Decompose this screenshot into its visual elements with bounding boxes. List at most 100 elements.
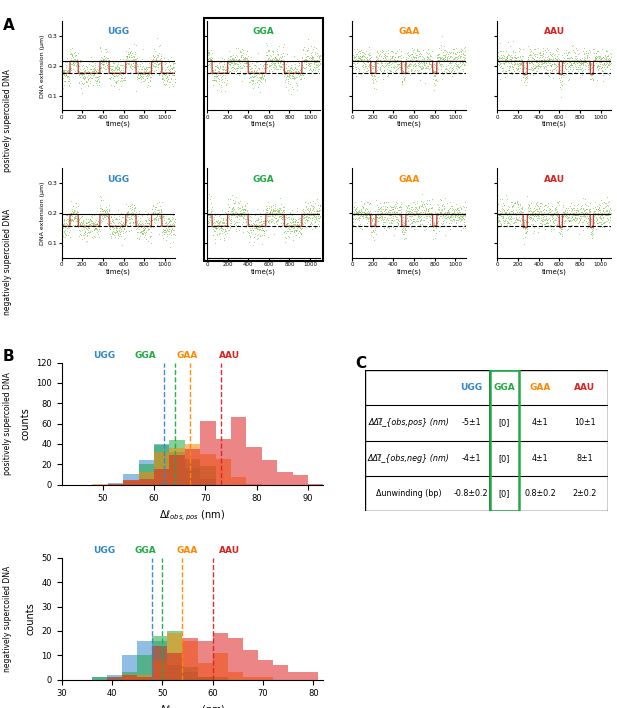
Point bbox=[164, 214, 174, 225]
Point bbox=[209, 214, 218, 225]
Point bbox=[511, 217, 521, 228]
Point bbox=[421, 223, 431, 234]
Point bbox=[360, 55, 370, 67]
Point bbox=[111, 214, 121, 225]
Point bbox=[597, 64, 607, 76]
Point bbox=[166, 220, 176, 232]
Point bbox=[97, 212, 107, 223]
Point bbox=[305, 202, 315, 214]
Point bbox=[594, 198, 603, 210]
Point bbox=[384, 223, 394, 234]
Point bbox=[578, 224, 587, 235]
Point bbox=[62, 57, 72, 68]
Point bbox=[91, 57, 101, 69]
Point bbox=[99, 57, 109, 68]
Point bbox=[99, 54, 109, 65]
Point bbox=[429, 207, 439, 219]
Point bbox=[145, 215, 155, 227]
Point bbox=[157, 196, 167, 207]
Point bbox=[502, 193, 511, 205]
Bar bbox=[200, 479, 215, 484]
Point bbox=[155, 39, 165, 50]
Point bbox=[253, 214, 263, 225]
Point bbox=[115, 217, 125, 229]
Point bbox=[349, 55, 359, 67]
Point bbox=[458, 57, 468, 68]
Point bbox=[306, 216, 316, 227]
Point bbox=[427, 193, 437, 205]
Point bbox=[107, 216, 117, 227]
Point bbox=[350, 55, 360, 66]
Point bbox=[362, 212, 372, 223]
Point bbox=[222, 64, 231, 75]
Point bbox=[304, 33, 313, 45]
Point bbox=[497, 193, 507, 205]
Point bbox=[394, 201, 404, 212]
Point bbox=[547, 200, 557, 212]
Point bbox=[151, 212, 160, 223]
Point bbox=[208, 217, 218, 229]
Point bbox=[286, 59, 296, 70]
Point bbox=[94, 217, 104, 228]
Point bbox=[80, 232, 89, 244]
Point bbox=[424, 57, 434, 69]
Point bbox=[237, 218, 247, 229]
Point bbox=[605, 53, 615, 64]
Point bbox=[285, 223, 295, 234]
Point bbox=[76, 229, 86, 241]
Point bbox=[367, 214, 377, 225]
Point bbox=[369, 214, 379, 225]
Point bbox=[511, 56, 521, 67]
Point bbox=[276, 57, 286, 69]
Point bbox=[373, 55, 383, 67]
Point bbox=[423, 208, 433, 219]
Point bbox=[375, 202, 385, 214]
Point bbox=[138, 70, 147, 81]
Point bbox=[118, 225, 128, 236]
Point bbox=[408, 59, 418, 71]
Point bbox=[415, 57, 424, 69]
Point bbox=[218, 63, 228, 74]
Point bbox=[91, 222, 101, 234]
Point bbox=[163, 217, 173, 229]
Point bbox=[57, 57, 67, 68]
Point bbox=[280, 222, 290, 233]
Point bbox=[165, 238, 175, 249]
Point bbox=[292, 216, 302, 227]
Point bbox=[267, 56, 277, 67]
Point bbox=[365, 210, 375, 221]
Point bbox=[290, 216, 300, 227]
Point bbox=[575, 215, 585, 226]
Point bbox=[410, 210, 420, 221]
Point bbox=[390, 201, 400, 212]
Point bbox=[160, 224, 170, 236]
Point bbox=[129, 52, 139, 63]
Point bbox=[442, 55, 452, 66]
Point bbox=[577, 65, 587, 76]
Point bbox=[227, 205, 237, 217]
Point bbox=[210, 60, 220, 72]
Point bbox=[354, 66, 364, 77]
Point bbox=[280, 71, 289, 82]
Point bbox=[119, 219, 129, 230]
Point bbox=[589, 217, 599, 229]
Point bbox=[113, 64, 123, 75]
Point bbox=[227, 208, 237, 219]
Point bbox=[252, 68, 262, 79]
Point bbox=[165, 66, 175, 77]
Point bbox=[602, 44, 611, 55]
Point bbox=[365, 197, 375, 208]
Point bbox=[165, 61, 175, 72]
Point bbox=[128, 55, 138, 67]
Point bbox=[413, 209, 423, 220]
Point bbox=[553, 66, 563, 77]
Point bbox=[581, 47, 591, 59]
Point bbox=[500, 54, 510, 65]
Point bbox=[138, 225, 148, 236]
Point bbox=[458, 51, 468, 62]
Point bbox=[167, 220, 176, 232]
Point bbox=[206, 205, 216, 217]
Point bbox=[210, 60, 220, 72]
Point bbox=[579, 215, 589, 226]
Point bbox=[442, 212, 452, 223]
